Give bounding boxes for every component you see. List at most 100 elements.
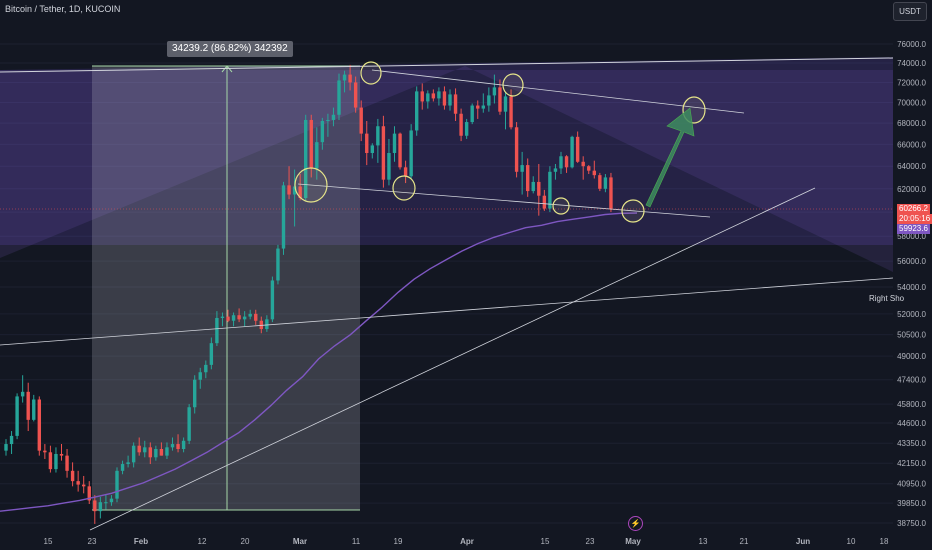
candle-body [187, 407, 191, 441]
candle-body [548, 171, 552, 209]
candle-body [526, 165, 530, 192]
price-tick-label: 72000.0 [897, 78, 926, 87]
price-tick-label: 45800.0 [897, 400, 926, 409]
candle-body [309, 119, 313, 169]
touch-ellipse [502, 73, 524, 97]
measure-label: 34239.2 (86.82%) 342392 [167, 41, 293, 57]
candle-body [270, 280, 275, 320]
candle-body [553, 168, 558, 172]
time-tick-label: Feb [134, 537, 148, 546]
candle-body [76, 481, 80, 485]
candle-body [598, 175, 602, 189]
price-tick-label: 44600.0 [897, 419, 926, 428]
candle-body [120, 464, 125, 471]
candle-body [464, 122, 469, 136]
price-tick-label: 64000.0 [897, 162, 926, 171]
price-tick-label: 76000.0 [897, 40, 926, 49]
candle-body [93, 500, 97, 512]
price-tick-label: 74000.0 [897, 59, 926, 68]
candles-layer [4, 64, 613, 524]
lightning-bolt-icon[interactable]: ⚡ [628, 516, 643, 531]
channel-zone [0, 57, 893, 245]
candle-body [32, 399, 36, 420]
candle-body [514, 127, 519, 172]
price-tick-label: 49000.0 [897, 352, 926, 361]
touch-ellipse [294, 167, 328, 203]
time-tick-label: Jun [796, 537, 810, 546]
candle-body [476, 105, 480, 109]
price-tick-label: 62000.0 [897, 185, 926, 194]
time-tick-label: 23 [88, 537, 97, 546]
candle-body [82, 484, 86, 487]
candle-body [70, 470, 75, 482]
price-axis[interactable]: 76000.0 74000.0 72000.0 70000.0 68000.0 66000… [897, 40, 926, 528]
candle-body [376, 126, 380, 146]
candle-body [37, 399, 41, 451]
price-tick-label: 52000.0 [897, 310, 926, 319]
price-tick-label: 50500.0 [897, 331, 926, 340]
candle-body [226, 316, 230, 321]
candle-body [559, 156, 563, 169]
right-shoulder-label: Right Sho [869, 294, 905, 303]
candle-body [520, 165, 524, 172]
candle-body [137, 445, 141, 453]
time-tick-label: 10 [847, 537, 856, 546]
candle-body [387, 152, 391, 180]
currency-button[interactable]: USDT [893, 2, 927, 21]
measure-arrow-head [221, 65, 233, 73]
measure-rect [92, 66, 360, 510]
candle-body [453, 94, 458, 114]
drawing-zones [0, 57, 893, 511]
candle-body [492, 87, 497, 96]
grid-lines [0, 43, 893, 524]
time-tick-label: 20 [241, 537, 250, 546]
price-tick-label: 54000.0 [897, 283, 926, 292]
price-tick-label: 42150.0 [897, 459, 926, 468]
top-resistance-line [0, 57, 894, 73]
projection-arrow [645, 107, 695, 208]
candle-body [104, 502, 108, 504]
candle-body [437, 91, 441, 99]
time-tick-label: 13 [699, 537, 708, 546]
candle-body [353, 82, 358, 108]
moving-average-line [0, 212, 638, 512]
countdown-tag: 20:05:16 [897, 214, 932, 224]
candle-body [281, 185, 286, 249]
candle-body [48, 452, 53, 470]
time-tick-label: 15 [44, 537, 53, 546]
candle-body [4, 444, 8, 451]
touch-ellipse [360, 61, 382, 85]
candle-body [204, 364, 208, 373]
candle-body [15, 396, 19, 436]
candle-body [20, 391, 25, 397]
candle-body [320, 121, 325, 143]
candle-body [481, 105, 485, 109]
price-tick-label: 40950.0 [897, 480, 926, 489]
ma-price-tag: 59923.6 [897, 224, 930, 234]
candle-body [215, 317, 219, 344]
time-tick-label: 19 [394, 537, 403, 546]
candle-body [193, 379, 197, 408]
candle-body [237, 315, 241, 320]
time-tick-label: 12 [198, 537, 207, 546]
candle-body [470, 105, 474, 123]
candle-body [259, 320, 263, 330]
candle-body [381, 126, 386, 180]
candle-body [370, 145, 374, 153]
price-tick-label: 58000.0 [897, 232, 926, 241]
candle-body [254, 313, 258, 321]
lower-wedge-line [297, 183, 711, 218]
price-tick-label: 47400.0 [897, 376, 926, 385]
time-tick-label: May [625, 537, 641, 546]
candle-body [403, 167, 408, 177]
candle-body [54, 453, 58, 470]
neckline [0, 277, 894, 346]
candle-body [531, 181, 535, 192]
candle-body [242, 316, 247, 320]
time-axis[interactable]: 15 23 Feb 12 20 Mar 11 19 Apr 15 23 May 13 21 Jun 10 18 [44, 537, 889, 546]
chart-title: Bitcoin / Tether, 1D, KUCOIN [5, 4, 121, 14]
time-tick-label: 18 [880, 537, 889, 546]
time-tick-label: Apr [460, 537, 474, 546]
candle-body [26, 391, 30, 420]
